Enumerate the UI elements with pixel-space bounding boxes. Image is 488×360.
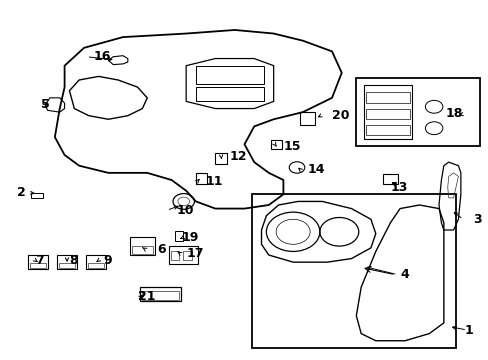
Text: 14: 14 (307, 163, 325, 176)
Bar (57, 255, 77, 269)
Bar (196, 87, 264, 102)
Bar (366, 93, 409, 103)
Bar (271, 140, 282, 149)
Bar (366, 109, 409, 119)
Bar (366, 125, 409, 135)
Bar (86, 255, 106, 269)
Bar (215, 153, 227, 164)
Bar (170, 251, 179, 260)
Text: 10: 10 (176, 204, 194, 217)
Text: 4: 4 (399, 268, 408, 281)
Bar (300, 112, 314, 125)
Text: 11: 11 (205, 175, 223, 188)
Text: 9: 9 (103, 254, 112, 267)
Bar (196, 66, 264, 84)
Text: 16: 16 (94, 50, 111, 63)
Bar (169, 246, 198, 264)
Bar (130, 237, 154, 255)
Bar (59, 262, 75, 268)
Bar (131, 246, 153, 254)
Text: 13: 13 (389, 181, 407, 194)
Text: 19: 19 (181, 231, 198, 244)
Text: 8: 8 (69, 254, 78, 267)
Text: 7: 7 (35, 254, 44, 267)
Text: 20: 20 (331, 109, 349, 122)
Bar (382, 174, 397, 184)
Text: 3: 3 (472, 213, 481, 226)
Bar (88, 262, 104, 268)
Text: 5: 5 (41, 99, 50, 112)
Bar (140, 287, 181, 301)
Text: 1: 1 (463, 324, 472, 337)
Bar (28, 255, 47, 269)
Bar (183, 251, 191, 260)
Text: 6: 6 (157, 243, 165, 256)
Text: 17: 17 (186, 247, 203, 260)
Text: 15: 15 (283, 140, 300, 153)
Bar (142, 292, 179, 300)
Text: 2: 2 (17, 186, 26, 199)
Text: 21: 21 (137, 289, 155, 303)
Bar (363, 85, 411, 139)
Text: 12: 12 (229, 150, 247, 163)
Bar (175, 231, 183, 242)
Text: 18: 18 (445, 107, 462, 120)
Bar (30, 193, 42, 198)
Bar (30, 262, 46, 268)
Bar (196, 173, 206, 184)
